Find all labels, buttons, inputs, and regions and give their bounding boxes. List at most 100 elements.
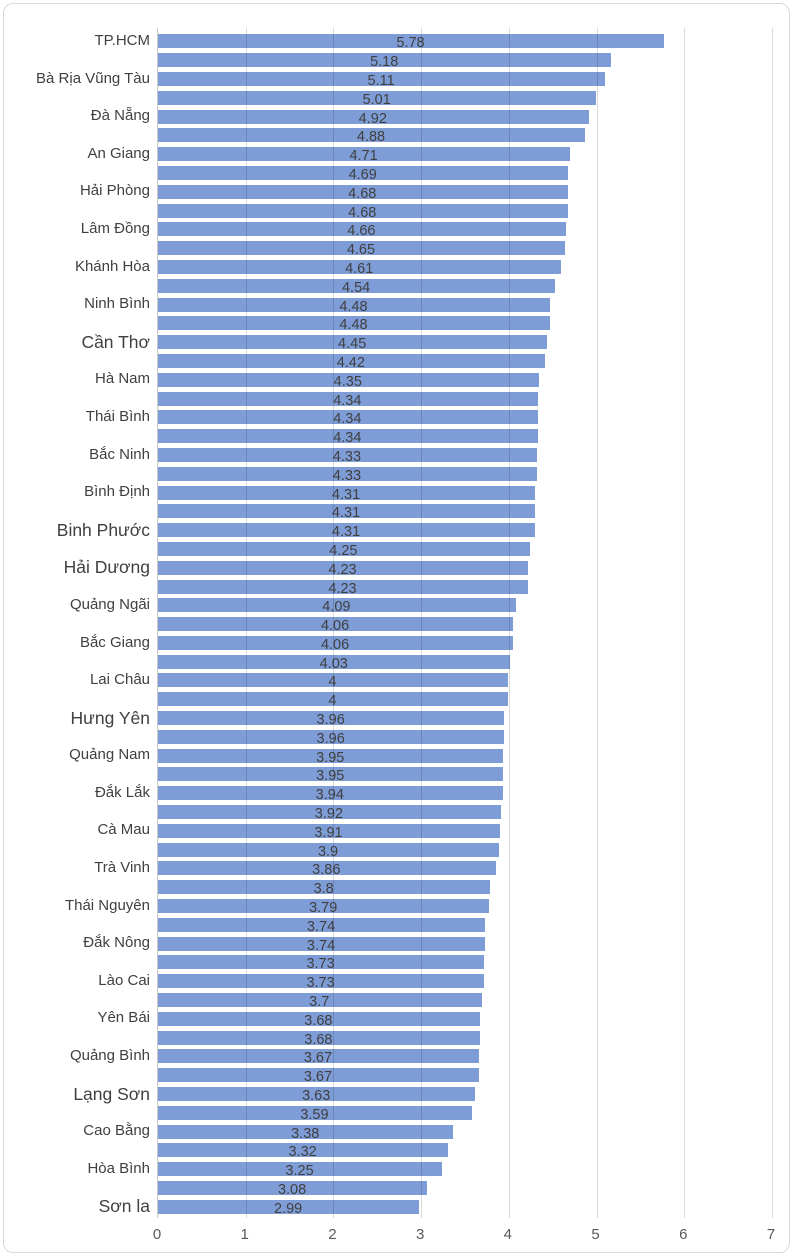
bar: 4.31 <box>157 523 536 541</box>
bar: 4.68 <box>157 203 568 221</box>
x-axis-tick-label: 7 <box>766 1226 776 1243</box>
category-label: TP.HCM <box>94 32 150 49</box>
category-label: Bắc Giang <box>79 633 150 651</box>
category-label: Thái Bình <box>85 407 150 425</box>
category-label: Khánh Hòa <box>74 257 150 275</box>
value-label: 4.65 <box>346 242 376 259</box>
bar-row: Hưng Yên 3.96 <box>4 708 771 729</box>
bar-track: 3.94 <box>157 784 771 803</box>
bar-row: Sơn la 2.99 <box>4 1197 771 1216</box>
bar-row: 4 <box>4 690 771 709</box>
value-label: 4.34 <box>333 411 362 428</box>
bar-track: 4.31 <box>157 483 771 502</box>
value-label: 3.96 <box>316 712 345 729</box>
value-label: 4.31 <box>331 505 361 522</box>
bar-row: Yên Bái 3.68 <box>4 1009 771 1028</box>
bar: 4.45 <box>157 335 548 351</box>
bar-row: 3.68 <box>4 1028 771 1047</box>
x-axis-tick-label: 5 <box>591 1226 600 1243</box>
bar-track: 4.69 <box>157 164 771 183</box>
value-label: 4.33 <box>332 467 362 484</box>
bar-row: 4.69 <box>4 164 771 183</box>
bar-row: Lai Châu 4 <box>4 671 771 690</box>
bar: 4.31 <box>157 485 536 502</box>
value-label: 4.06 <box>320 636 350 653</box>
value-label: 3.38 <box>291 1125 320 1142</box>
bar-row: TP.HCM 5.78 <box>4 32 771 51</box>
bar-row: 3.7 <box>4 991 771 1010</box>
bar-track: 3.74 <box>157 934 771 953</box>
bar-row: Hải Dương 4.23 <box>4 558 771 577</box>
value-label: 3.86 <box>312 862 341 879</box>
bar-row: Hải Phòng 4.68 <box>4 182 771 201</box>
value-label: 3.8 <box>313 881 334 898</box>
value-label: 4.23 <box>328 561 357 578</box>
bar: 3.94 <box>157 786 503 804</box>
bar: 3.67 <box>157 1049 479 1066</box>
bar-row: An Giang 4.71 <box>4 145 771 164</box>
bar-track: 4.31 <box>157 502 771 521</box>
value-label: 3.08 <box>277 1182 307 1198</box>
value-label: 3.96 <box>316 730 345 747</box>
category-label: Đắk Nông <box>83 934 150 952</box>
bar-track: 4.33 <box>157 464 771 483</box>
bar: 3.86 <box>157 861 496 879</box>
bar-row: Bắc Giang 4.06 <box>4 634 771 653</box>
category-label: Hải Dương <box>63 557 150 578</box>
bar: 4.92 <box>157 109 589 126</box>
category-label: Cao Bằng <box>83 1122 150 1140</box>
bar: 4.35 <box>157 372 539 389</box>
value-label: 5.18 <box>370 54 399 71</box>
category-label: Yên Bái <box>97 1009 150 1027</box>
bar-track: 3.96 <box>157 727 771 746</box>
value-label: 4.06 <box>320 618 350 635</box>
value-label: 3.73 <box>306 975 335 992</box>
value-label: 3.67 <box>303 1069 333 1086</box>
bar: 3.91 <box>157 823 500 840</box>
bar-row: Lâm Đồng 4.66 <box>4 220 771 239</box>
bar: 3.68 <box>157 1011 480 1029</box>
bar-track: 4.23 <box>157 577 771 596</box>
bar: 3.95 <box>157 748 504 765</box>
bar-track: 3.86 <box>157 859 771 878</box>
bar: 4.23 <box>157 579 529 597</box>
bar-track: 4.45 <box>157 333 771 352</box>
category-label: Quảng Nam <box>69 746 150 764</box>
value-label: 4.31 <box>331 524 361 541</box>
bar: 3.95 <box>157 767 504 784</box>
bar: 4.09 <box>157 598 516 615</box>
bar-row: 3.95 <box>4 765 771 784</box>
bar-row: 4.65 <box>4 239 771 258</box>
bar-track: 4.35 <box>157 370 771 389</box>
bar: 4.65 <box>157 241 565 259</box>
bar: 3.79 <box>157 899 490 915</box>
bar-row: Bà Rịa Vũng Tàu 5.11 <box>4 70 771 89</box>
bar-row: Hà Nam 4.35 <box>4 370 771 389</box>
value-label: 4.42 <box>336 354 365 371</box>
bar: 4.34 <box>157 391 538 408</box>
bar: 3.38 <box>157 1124 454 1142</box>
bar-row: 3.9 <box>4 840 771 859</box>
bar: 4.06 <box>157 617 514 635</box>
bar-row: Khánh Hòa 4.61 <box>4 258 771 277</box>
value-label: 3.73 <box>306 956 335 973</box>
value-label: 3.94 <box>315 787 344 804</box>
value-label: 3.25 <box>285 1163 314 1180</box>
bar: 4.88 <box>157 128 586 145</box>
category-label: Cà Mau <box>97 821 150 839</box>
bar: 4.66 <box>157 222 566 239</box>
bar-track: 3.74 <box>157 915 771 934</box>
value-label: 3.9 <box>317 843 339 860</box>
bar: 3.96 <box>157 729 505 747</box>
bar-track: 4.34 <box>157 408 771 427</box>
bar-track: 5.01 <box>157 88 771 107</box>
value-label: 3.68 <box>304 1012 333 1029</box>
value-label: 4.68 <box>348 204 377 221</box>
value-label: 3.74 <box>306 918 336 935</box>
x-axis-ticks: 0 1 2 3 4 5 6 7 <box>153 1226 775 1246</box>
bar: 3.08 <box>157 1181 428 1198</box>
bar: 4 <box>157 692 508 709</box>
value-label: 4.23 <box>328 580 357 597</box>
bar: 4.54 <box>157 278 556 295</box>
bar-track: 4.23 <box>157 558 771 577</box>
